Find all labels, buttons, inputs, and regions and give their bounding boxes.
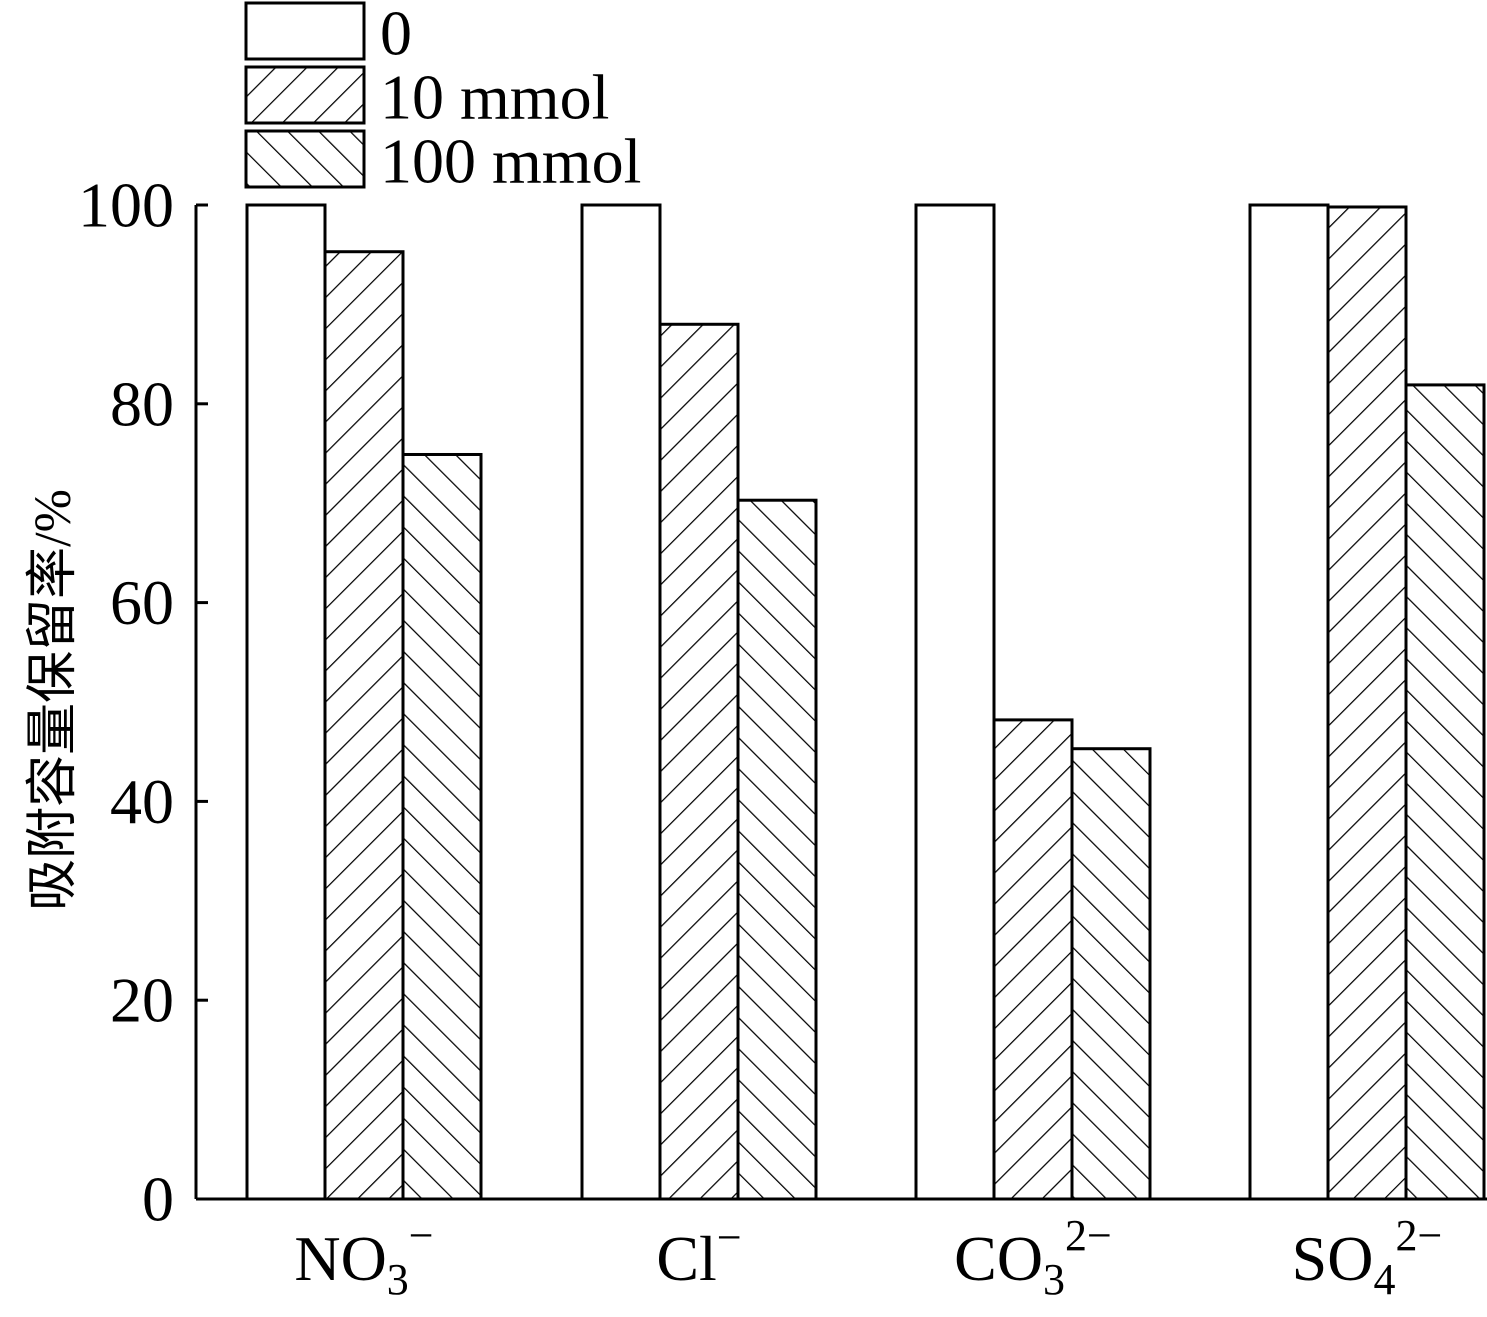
bar-4-series-3 xyxy=(1404,383,1486,1201)
legend-label-1: 0 xyxy=(380,0,412,69)
y-ticks: 0 20 40 60 80 100 xyxy=(78,170,208,1235)
y-tick-label: 40 xyxy=(110,766,174,837)
y-tick-label: 60 xyxy=(110,567,174,638)
y-tick-label: 80 xyxy=(110,368,174,439)
x-category-label: SO42− xyxy=(1292,1211,1443,1304)
x-category-label: Cl− xyxy=(656,1213,741,1294)
y-tick-label: 100 xyxy=(78,170,174,241)
y-axis-label: 吸附容量保留率/% xyxy=(25,489,82,911)
y-tick-label: 20 xyxy=(110,965,174,1036)
legend-label-2: 10 mmol xyxy=(380,62,609,133)
x-category-labels: NO3− Cl− CO32− SO42− xyxy=(294,1211,1442,1304)
x-category-label: NO3− xyxy=(294,1211,433,1304)
bar-2-series-1 xyxy=(580,203,662,1201)
x-category-label: CO32− xyxy=(954,1211,1112,1304)
bar-4-series-1 xyxy=(1248,203,1330,1201)
y-tick-label: 0 xyxy=(142,1164,174,1235)
bars-group xyxy=(245,203,1486,1201)
bar-3-series-2 xyxy=(992,718,1074,1201)
legend-swatch-3 xyxy=(244,129,366,189)
bar-1-series-1 xyxy=(245,203,327,1201)
bar-1-series-2 xyxy=(323,250,405,1201)
bar-2-series-3 xyxy=(736,498,818,1201)
legend-swatch-1 xyxy=(244,1,366,61)
legend-label-3: 100 mmol xyxy=(380,126,641,197)
bar-1-series-3 xyxy=(401,452,483,1201)
bar-3-series-3 xyxy=(1070,747,1152,1201)
bar-2-series-2 xyxy=(658,322,740,1201)
bar-4-series-2 xyxy=(1326,205,1408,1201)
bar-3-series-1 xyxy=(914,203,996,1201)
legend-swatch-2 xyxy=(244,65,366,125)
